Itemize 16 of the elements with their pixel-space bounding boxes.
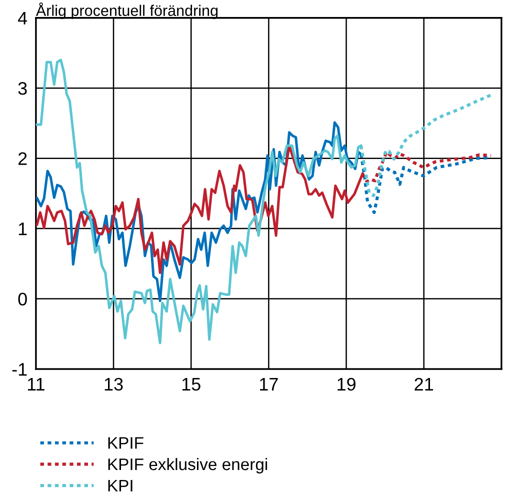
x-tick-label: 13 <box>104 378 123 391</box>
y-tick-label: 4 <box>18 12 28 24</box>
x-tick-label: 19 <box>338 378 356 391</box>
legend-label: KPIF exklusive energi <box>108 458 268 474</box>
legend-label: KPI <box>108 480 132 492</box>
x-tick-label: 17 <box>260 378 278 390</box>
x-tick-label: 15 <box>182 378 200 391</box>
legend-label: KPIF <box>108 437 144 449</box>
x-tick-label: 11 <box>28 378 44 390</box>
y-tick-label: 1 <box>18 222 27 236</box>
chart-title: Årlig procentuell förändring <box>36 2 218 20</box>
y-tick-label: 0 <box>18 292 27 306</box>
x-tick-label: 21 <box>414 378 434 390</box>
y-tick-label: -1 <box>12 363 27 376</box>
y-tick-label: 3 <box>18 82 27 95</box>
y-tick-label: 2 <box>18 152 27 165</box>
